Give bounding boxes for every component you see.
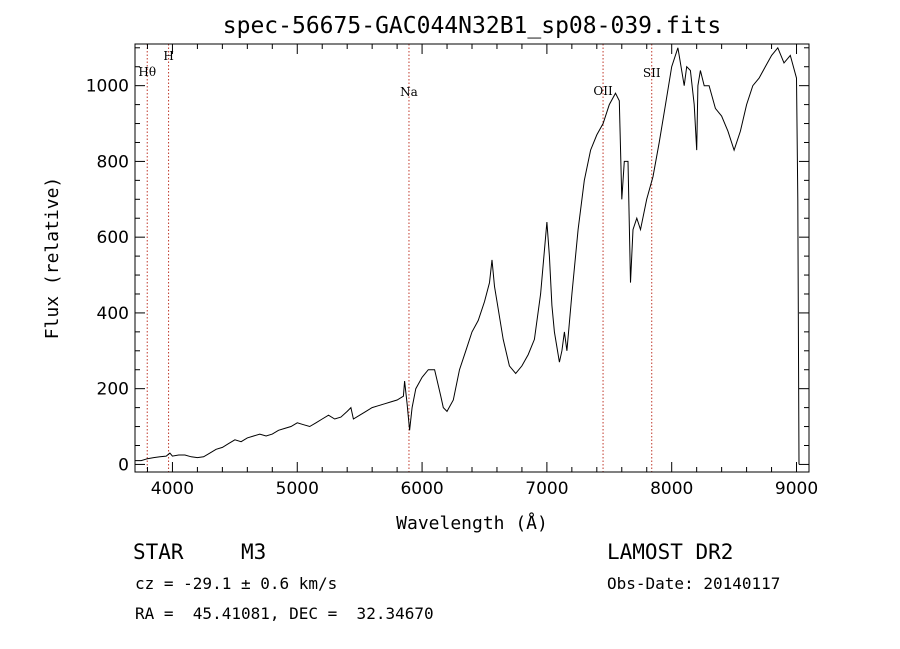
line-marker-label: Na <box>400 85 418 99</box>
x-tick-label: 4000 <box>151 479 194 499</box>
line-marker-label: H <box>163 49 173 63</box>
y-tick-label: 1000 <box>86 77 129 97</box>
y-tick-label: 0 <box>118 455 129 475</box>
object-class: STAR <box>133 540 184 564</box>
line-markers: Hθ H Na OII SII <box>138 44 661 472</box>
obs-date-text: Obs-Date: 20140117 <box>607 574 781 593</box>
survey-name: LAMOST DR2 <box>607 540 734 564</box>
y-axis-label: Flux (relative) <box>42 177 63 340</box>
spectrum-line <box>135 46 800 465</box>
y-tick-label: 600 <box>97 228 129 248</box>
object-subclass: M3 <box>241 540 267 564</box>
x-axis-label: Wavelength (Å) <box>396 512 548 534</box>
coords-text: RA = 45.41081, DEC = 32.34670 <box>135 604 434 623</box>
x-tick-label: 5000 <box>276 479 319 499</box>
line-marker-label: OII <box>593 84 613 98</box>
axis-tick-labels: 4000 5000 6000 7000 8000 9000 0 200 400 600 800 100… <box>86 77 818 499</box>
y-tick-label: 200 <box>97 380 129 400</box>
x-tick-label: 6000 <box>400 479 443 499</box>
y-tick-label: 800 <box>97 152 129 172</box>
y-tick-label: 400 <box>97 304 129 324</box>
plot-frame <box>134 43 810 473</box>
x-tick-label: 8000 <box>650 479 693 499</box>
chart-title: spec-56675-GAC044N32B1_sp08-039.fits <box>223 13 722 39</box>
line-marker-label: Hθ <box>138 65 156 79</box>
line-marker-label: SII <box>643 66 661 80</box>
x-tick-label: 9000 <box>775 479 818 499</box>
redshift-text: cz = -29.1 ± 0.6 km/s <box>135 574 338 593</box>
axis-ticks <box>135 44 809 472</box>
x-tick-label: 7000 <box>525 479 568 499</box>
